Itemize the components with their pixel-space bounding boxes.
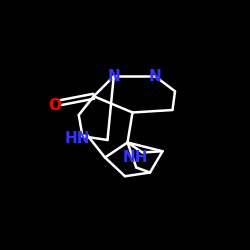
Text: NH: NH: [122, 150, 148, 165]
Text: HN: HN: [65, 131, 90, 146]
Text: O: O: [48, 98, 62, 112]
Text: N: N: [148, 69, 162, 84]
Text: N: N: [108, 69, 120, 84]
